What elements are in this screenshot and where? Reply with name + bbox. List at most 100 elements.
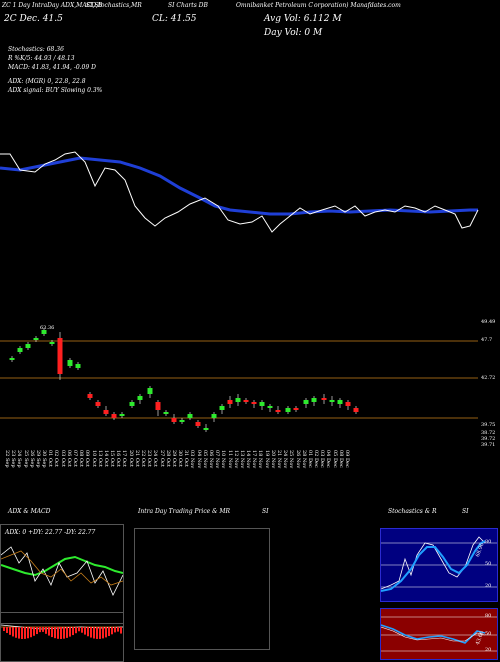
macd-histogram-bar — [63, 627, 65, 639]
price-axis-label: 47.7 — [481, 337, 493, 343]
adx-panel-title: ADX & MACD — [8, 508, 51, 515]
macd-histogram-bar — [27, 627, 29, 639]
date-label: 02 Oct — [53, 450, 60, 467]
header-line1-left: ZC 1 Day IntraDay ADX,MACD,B — [2, 2, 103, 9]
candle-up — [303, 400, 309, 404]
date-label: 18 Nov — [257, 450, 264, 469]
date-label: 10 Oct — [90, 450, 97, 467]
date-label: 09 Dec — [344, 450, 350, 468]
stoch-k-line — [381, 536, 486, 590]
price-axis-label: 49.49 — [481, 319, 496, 325]
date-label: 25 Nov — [288, 450, 295, 469]
stoch-axis-50: 50 — [485, 561, 492, 567]
date-label: 04 Nov — [195, 450, 202, 469]
stat-stoch-r: R %K/5: 44.93 / 48.13 — [8, 55, 75, 62]
date-label: 06 Oct — [65, 450, 72, 467]
di-plus-line — [1, 546, 123, 596]
date-label: 20 Oct — [127, 450, 134, 467]
macd-histogram-bar — [90, 627, 92, 638]
macd-histogram-bar — [105, 627, 107, 638]
macd-histogram-bar — [24, 627, 26, 639]
candle-up — [337, 400, 343, 404]
candle-down — [321, 398, 327, 400]
candle-peak-label: 63.36 — [40, 325, 55, 331]
candle-down — [275, 410, 281, 412]
candle-up — [9, 358, 15, 360]
candle-down — [111, 414, 117, 418]
candle-down — [243, 400, 249, 402]
intraday-panel — [134, 528, 270, 650]
candle-up — [119, 414, 125, 416]
candle-up — [219, 406, 225, 410]
rsi-axis-80: 80 — [485, 613, 492, 619]
candle-down — [195, 422, 201, 426]
macd-histogram-bar — [120, 627, 122, 634]
rsi-panel: 80 50 20 43.66 — [380, 608, 498, 660]
price-axis-label: 39.75 — [481, 422, 496, 428]
header-date: 2C Dec. 41.5 — [4, 14, 63, 24]
date-label: 24 Sep — [16, 450, 23, 468]
date-label: 25 Sep — [22, 450, 29, 468]
macd-histogram-bar — [102, 627, 104, 639]
macd-histogram-bar — [78, 627, 80, 632]
rsi-line — [381, 624, 486, 644]
macd-histogram-bar — [39, 627, 41, 633]
date-label: 11 Nov — [226, 450, 233, 469]
macd-histogram-bar — [33, 627, 35, 636]
candle-up — [25, 344, 31, 348]
candle-down — [171, 418, 177, 422]
date-label: 14 Oct — [102, 450, 109, 467]
macd-histogram-bar — [117, 627, 119, 632]
date-label: 05 Nov — [201, 450, 208, 469]
stat-stochastics: Stochastics: 68.36 — [8, 46, 64, 53]
header-line1-mid2: SI Charts DB — [168, 2, 208, 9]
date-label: 26 Nov — [294, 450, 301, 469]
macd-histogram-bar — [21, 627, 23, 639]
adx-panel: ADX: 0 +DY: 22.77 -DY: 22.77 — [0, 524, 124, 624]
candle-down — [353, 408, 359, 412]
macd-histogram-bar — [15, 627, 17, 638]
stat-macd: MACD: 41.83, 41.94, -0.09 D — [8, 64, 96, 71]
macd-histogram-bar — [12, 627, 14, 637]
stochastics-chart — [381, 536, 497, 592]
macd-histogram-bar — [18, 627, 20, 639]
header-line1-right: Omnibanket Petroleum C — [236, 2, 313, 9]
rsi-chart — [381, 616, 497, 652]
date-axis: 22 Sep 23 Sep 24 Sep 25 Sep 26 Sep 29 Sep 30 S… — [0, 450, 500, 500]
date-label: 03 Nov — [189, 450, 196, 469]
date-label: 05 Dec — [331, 450, 338, 468]
candle-up — [187, 414, 193, 418]
candle-up — [235, 398, 241, 402]
macd-histogram-bar — [57, 627, 59, 639]
date-label: 12 Nov — [232, 450, 239, 469]
macd-histogram-bar — [111, 627, 113, 635]
candle-up — [203, 428, 209, 430]
macd-histogram-bar — [60, 627, 62, 639]
date-label: 13 Oct — [96, 450, 103, 467]
macd-histogram-bar — [30, 627, 32, 638]
date-label: 29 Sep — [34, 450, 41, 468]
date-label: 08 Dec — [337, 450, 344, 468]
stoch-d-line — [381, 540, 486, 592]
candle-up — [179, 420, 185, 422]
macd-histogram-bar — [6, 627, 8, 633]
price-axis-label: 42.72 — [481, 375, 496, 381]
header-avg-vol: Avg Vol: 6.112 M — [264, 14, 342, 24]
date-label: 04 Dec — [325, 450, 332, 468]
header-close: CL: 41.55 — [152, 14, 197, 24]
stat-adx: ADX: (MGR) 0, 22.8, 22.8 — [8, 78, 86, 85]
candle-down — [95, 402, 101, 406]
candle-up — [41, 330, 47, 334]
date-label: 03 Oct — [59, 450, 66, 467]
macd-panel — [0, 612, 124, 662]
macd-histogram-bar — [75, 627, 77, 634]
intraday-panel-si: SI — [262, 508, 269, 515]
date-label: 24 Oct — [152, 450, 159, 467]
adx-chart — [1, 546, 123, 596]
stoch-axis-80: 80 — [485, 539, 492, 545]
di-minus-line — [1, 550, 123, 586]
date-label: 21 Oct — [133, 450, 140, 467]
candle-down — [57, 338, 63, 374]
candle-up — [163, 412, 169, 414]
date-label: 28 Nov — [300, 450, 307, 469]
